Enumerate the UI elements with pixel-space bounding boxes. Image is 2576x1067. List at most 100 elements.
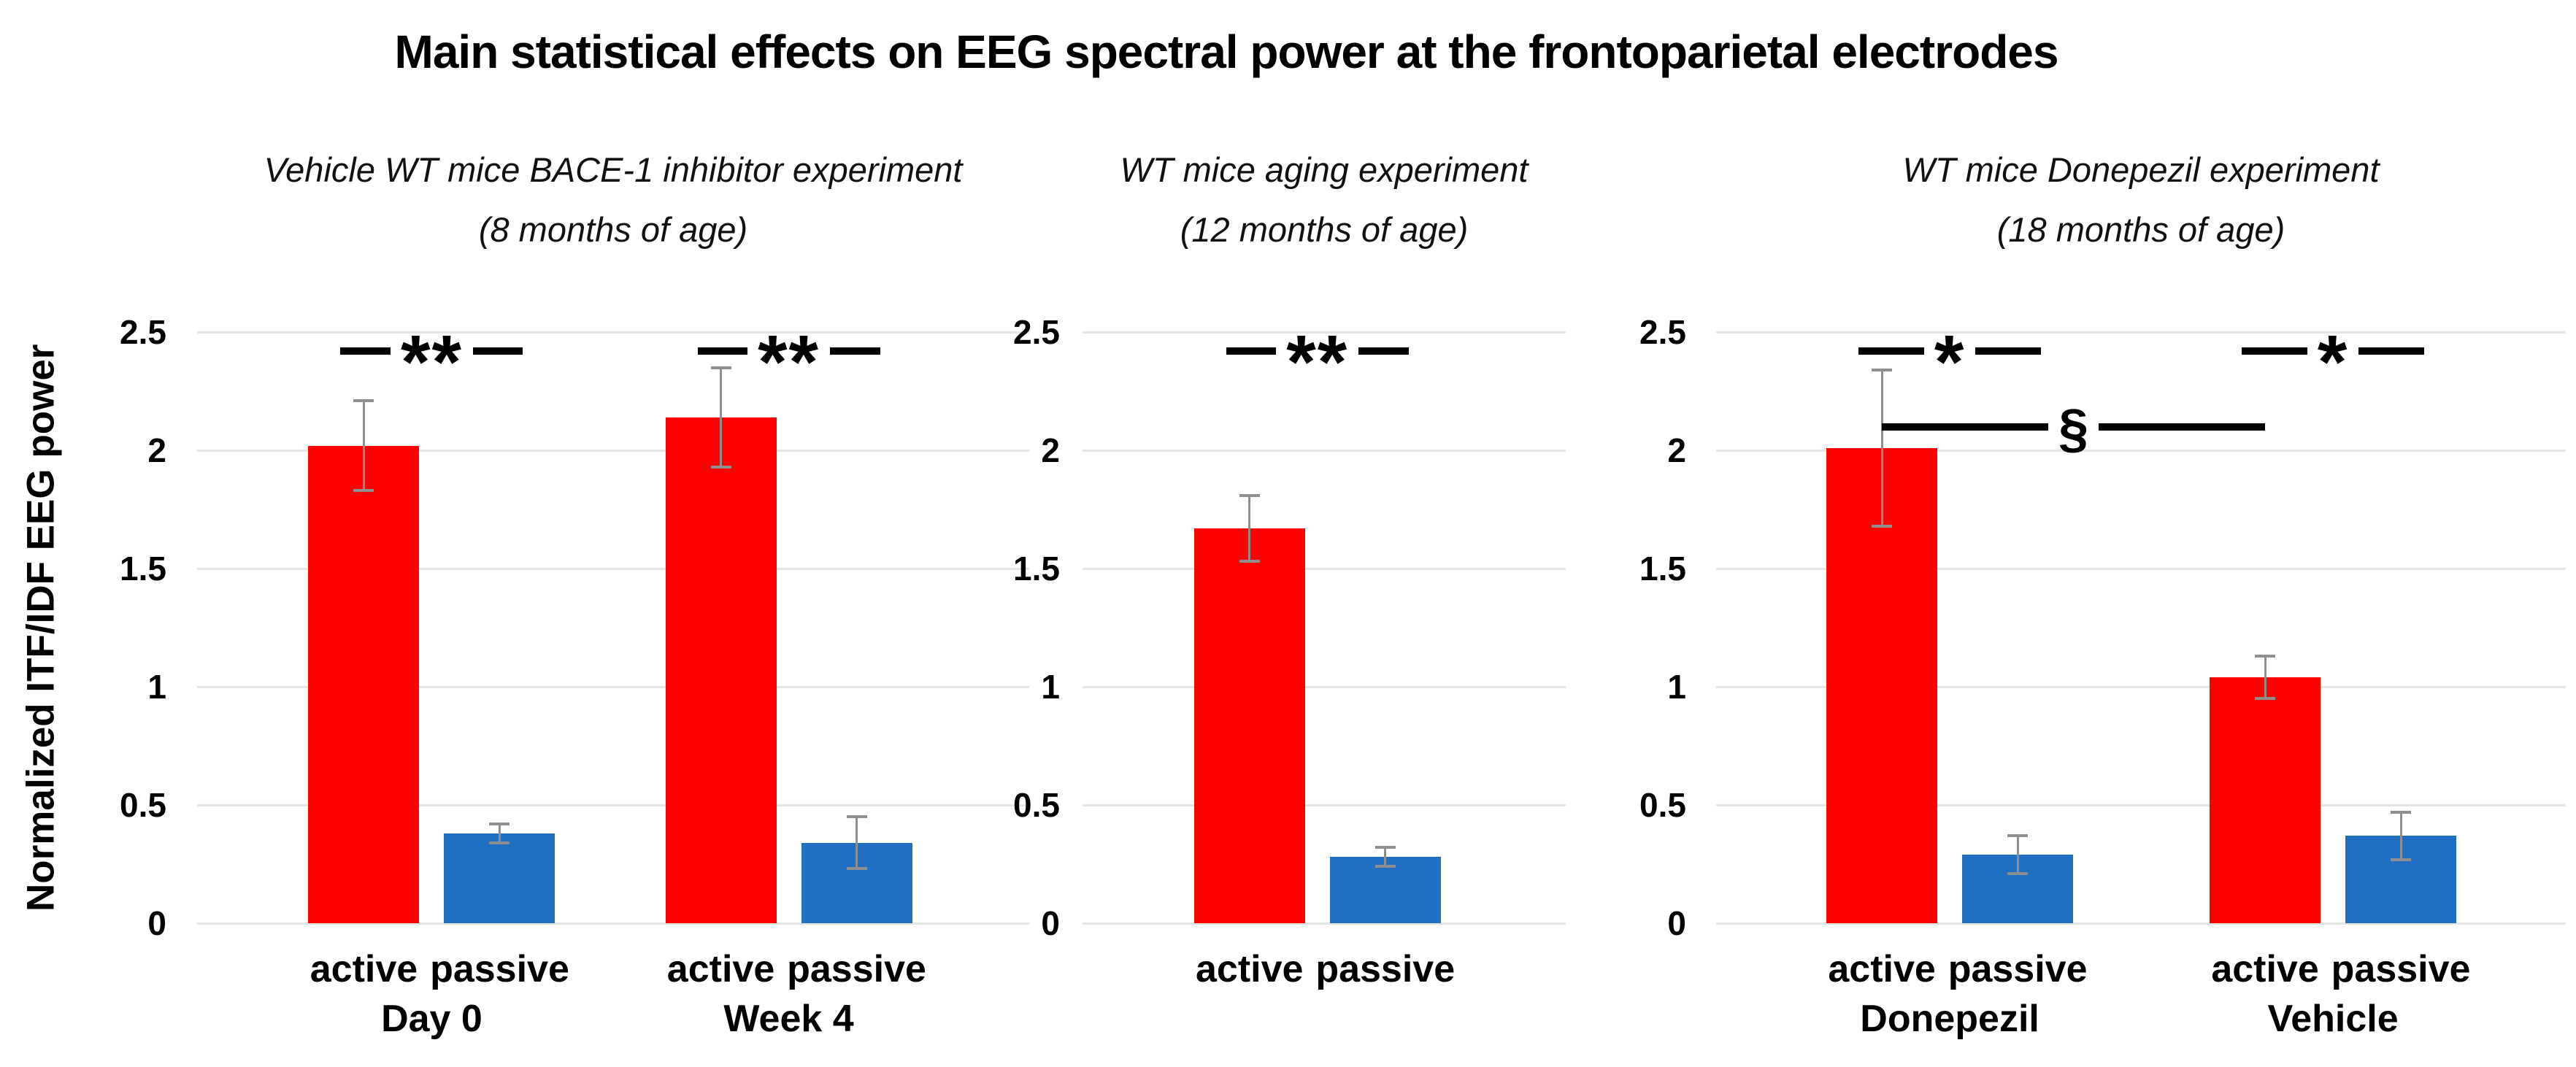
gridline (1083, 568, 1566, 570)
significance-symbol: § (2058, 398, 2089, 459)
panel-subtitle-line2: (18 months of age) (1996, 210, 2285, 249)
y-tick-label: 1.5 (120, 550, 166, 588)
error-bar-cap-bottom (2391, 858, 2412, 861)
error-bar (856, 817, 858, 869)
gridline (1716, 922, 2566, 925)
bar-category-label: passive (430, 948, 569, 990)
panel-subtitle-aging: WT mice aging experiment (12 months of a… (973, 140, 1675, 260)
error-bar-cap-bottom (1872, 524, 1893, 528)
gridline (1716, 686, 2566, 688)
error-bar-cap-top (846, 815, 867, 819)
error-bar (2264, 655, 2267, 699)
panel-subtitle-line1: Vehicle WT mice BACE-1 inhibitor experim… (264, 150, 963, 189)
significance-marker: § (1882, 380, 2266, 474)
y-tick-label: 2.5 (120, 313, 166, 351)
bar-category-label: passive (787, 948, 926, 990)
significance-line (1975, 347, 2042, 355)
gridline (1716, 804, 2566, 806)
error-bar-cap-top (1374, 846, 1396, 850)
error-bar-cap-bottom (2007, 871, 2029, 875)
y-tick-label: 2 (1041, 431, 1060, 469)
group-label: Donepezil (1860, 998, 2039, 1040)
significance-marker: ** (340, 304, 523, 405)
significance-line (1358, 347, 1409, 355)
significance-line (1858, 347, 1924, 355)
error-bar-cap-top (2255, 654, 2276, 658)
bar-passive (444, 833, 555, 923)
significance-line (472, 347, 523, 355)
error-bar (498, 823, 501, 843)
group-label: Vehicle (2267, 998, 2399, 1040)
gridline (1716, 568, 2566, 570)
gridline (197, 331, 1029, 334)
y-tick-label: 2 (147, 431, 166, 469)
bar-category-label: active (309, 948, 418, 990)
error-bar (1880, 369, 1883, 526)
error-bar (1248, 495, 1251, 562)
gridline (1083, 450, 1566, 452)
significance-line (2358, 347, 2425, 355)
error-bar (720, 367, 723, 467)
error-bar-cap-top (1239, 493, 1260, 497)
bar-category-label: passive (1315, 948, 1456, 990)
panel-subtitle-line1: WT mice aging experiment (1120, 150, 1529, 189)
bar-category-label: active (666, 948, 775, 990)
figure-title: Main statistical effects on EEG spectral… (394, 26, 2059, 78)
gridline (197, 804, 1029, 806)
y-tick-label: 2 (1667, 431, 1686, 469)
gridline (1716, 331, 2566, 334)
y-tick-label: 0 (147, 904, 166, 942)
bar-active (2210, 677, 2321, 923)
bar-category-label: passive (1948, 948, 2088, 990)
error-bar-cap-top (710, 366, 731, 369)
group-label: Week 4 (723, 998, 854, 1040)
group-label: Day 0 (381, 998, 482, 1040)
gridline (197, 922, 1029, 925)
significance-symbol: * (2317, 320, 2349, 406)
significance-line (1882, 423, 2048, 431)
error-bar-cap-top (489, 822, 510, 825)
panel-subtitle-line2: (8 months of age) (478, 210, 748, 249)
bar-category-label: active (1195, 948, 1304, 990)
panel-subtitle-donepezil: WT mice Donepezil experiment (18 months … (1607, 140, 2576, 260)
error-bar-cap-bottom (1239, 560, 1260, 563)
significance-line (340, 347, 391, 355)
y-tick-label: 1 (147, 668, 166, 706)
error-bar-cap-bottom (1374, 865, 1396, 868)
bar-category-label: active (1828, 948, 1936, 990)
gridline (1083, 331, 1566, 334)
significance-line (2099, 423, 2266, 431)
error-bar-cap-top (2391, 810, 2412, 814)
y-tick-label: 1.5 (1639, 550, 1686, 588)
error-bar-cap-top (1872, 368, 1893, 371)
significance-marker: * (2242, 304, 2425, 405)
y-tick-label: 0 (1667, 904, 1686, 942)
error-bar (2016, 836, 2019, 874)
y-tick-label: 2.5 (1639, 313, 1686, 351)
y-tick-label: 0.5 (1013, 786, 1060, 824)
significance-marker: ** (1226, 304, 1409, 405)
error-bar-cap-bottom (489, 841, 510, 844)
significance-symbol: ** (758, 320, 820, 406)
y-tick-label: 2.5 (1013, 313, 1060, 351)
gridline (1083, 686, 1566, 688)
error-bar-cap-bottom (710, 465, 731, 469)
gridline (197, 568, 1029, 570)
error-bar-cap-top (353, 398, 374, 402)
y-tick-label: 1 (1667, 668, 1686, 706)
y-tick-label: 0.5 (1639, 786, 1686, 824)
error-bar (2399, 812, 2402, 860)
error-bar (362, 400, 365, 491)
significance-marker: * (1858, 304, 2042, 405)
y-tick-label: 1.5 (1013, 550, 1060, 588)
bar-passive (1329, 857, 1441, 923)
y-tick-label: 0.5 (120, 786, 166, 824)
error-bar-cap-bottom (353, 489, 374, 493)
panel-subtitle-line1: WT mice Donepezil experiment (1902, 150, 2380, 189)
gridline (197, 450, 1029, 452)
y-axis-label: Normalized ITF/IDF EEG power (19, 344, 63, 912)
bar-active (1193, 528, 1305, 923)
y-tick-label: 1 (1041, 668, 1060, 706)
gridline (197, 686, 1029, 688)
significance-line (2242, 347, 2307, 355)
